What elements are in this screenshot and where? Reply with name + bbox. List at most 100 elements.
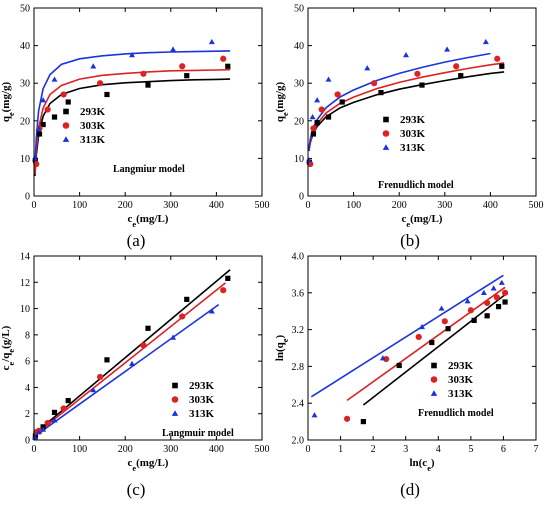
legend: 293K 303K 313K [62,106,106,146]
x-tick-label: 2 [371,444,376,455]
data-point-313K [51,76,58,82]
legend-label: 293K [400,114,426,126]
panel-caption: (c) [127,480,146,499]
data-point-303K [179,313,186,320]
legend-marker-293K [383,116,389,123]
fit-line-293K [362,293,506,406]
data-point-303K [97,373,104,381]
data-point-313K [170,334,177,340]
data-point-293K [40,121,46,128]
data-point-313K [419,323,425,330]
legend-label: 293K [80,106,106,118]
x-axis-label: ce(mg/L) [402,213,443,229]
legend-marker-293K [63,108,69,115]
data-point-303K [334,91,341,98]
legend-marker-303K [430,376,438,383]
data-point-303K [415,333,422,341]
y-tick-label: 30 [294,79,304,90]
data-point-293K [36,131,43,137]
legend-marker-293K [431,362,437,369]
legend-marker-313K [171,410,179,416]
data-point-303K [33,160,40,168]
y-tick-label: 4 [25,383,30,394]
y-tick-label: 50 [20,4,30,15]
y-tick-label: 10 [294,154,304,165]
x-tick-label: 100 [346,200,361,211]
y-tick-label: 40 [20,41,30,52]
data-point-293K [429,339,435,346]
data-point-303K [179,63,186,70]
legend-label: 303K [80,120,106,132]
x-tick-label: 0 [306,444,311,455]
data-point-313K [311,412,318,418]
y-tick-label: 10 [20,154,30,165]
data-point-303K [484,299,491,307]
data-point-313K [444,46,451,52]
data-point-313K [208,38,215,45]
x-tick-label: 400 [483,200,498,211]
y-tick-label: 10 [20,304,30,315]
fit-line-313K [310,274,504,398]
data-point-313K [490,285,497,291]
y-tick-label: 6 [25,357,30,368]
data-point-313K [129,52,136,58]
data-point-313K [170,46,177,52]
legend-label: 313K [448,388,474,400]
panel-caption: (a) [127,231,146,250]
legend-label: 313K [189,408,215,420]
data-point-293K [65,397,71,404]
y-tick-label: 0 [299,192,304,203]
legend: 293K 303K 313K [382,114,426,154]
y-tick-label: 20 [20,116,30,127]
data-point-303K [44,419,51,427]
y-tick-label: 40 [294,41,304,52]
data-point-313K [208,308,215,314]
x-tick-label: 500 [255,200,270,211]
data-point-313K [129,360,136,367]
data-point-293K [499,63,505,69]
x-tick-label: 200 [118,200,133,211]
legend-marker-313K [430,390,438,396]
plot-frame [307,7,537,197]
x-tick-label: 1 [338,444,343,455]
legend-label: 313K [400,142,426,154]
data-point-313K [40,97,47,103]
data-point-293K [471,317,477,323]
data-point-303K [467,307,474,314]
fit-line-303K [346,286,506,402]
fit-line-313K [33,303,220,438]
data-point-313K [40,426,47,432]
y-tick-label: 2.4 [292,399,305,410]
data-point-293K [458,73,464,79]
x-tick-label: 300 [163,200,178,211]
data-point-293K [314,120,320,126]
y-tick-label: 14 [20,252,30,263]
model-label: Langmiur model [113,164,185,175]
legend-label: 313K [80,134,106,146]
x-axis-label: ce(mg/L) [128,457,169,473]
data-point-313K [325,76,332,82]
plot-frame [33,255,263,441]
x-axis-label: ln(ce) [409,457,434,473]
data-point-313K [480,289,487,296]
data-point-293K [51,409,58,415]
data-point-313K [51,417,58,423]
legend-marker-293K [172,382,178,389]
data-point-293K [225,63,231,69]
data-point-303K [140,70,147,77]
data-point-313K [90,387,97,393]
legend-label: 303K [189,394,215,406]
y-tick-label: 0 [25,192,30,203]
data-point-303K [318,106,325,113]
chart-panel-2: 0 100 200 300 400 500 0 10 20 30 40 50 ce(mg/L) qe(mg… [274,4,544,251]
legend-marker-303K [171,396,179,403]
y-axis-label: qe(mg/g) [0,81,16,122]
data-point-293K [104,357,110,363]
data-point-303K [414,70,421,77]
data-point-313K [403,52,410,58]
data-point-303K [310,125,317,132]
data-point-313K [464,298,471,304]
plot-frame [307,255,537,441]
data-point-303K [493,294,501,301]
